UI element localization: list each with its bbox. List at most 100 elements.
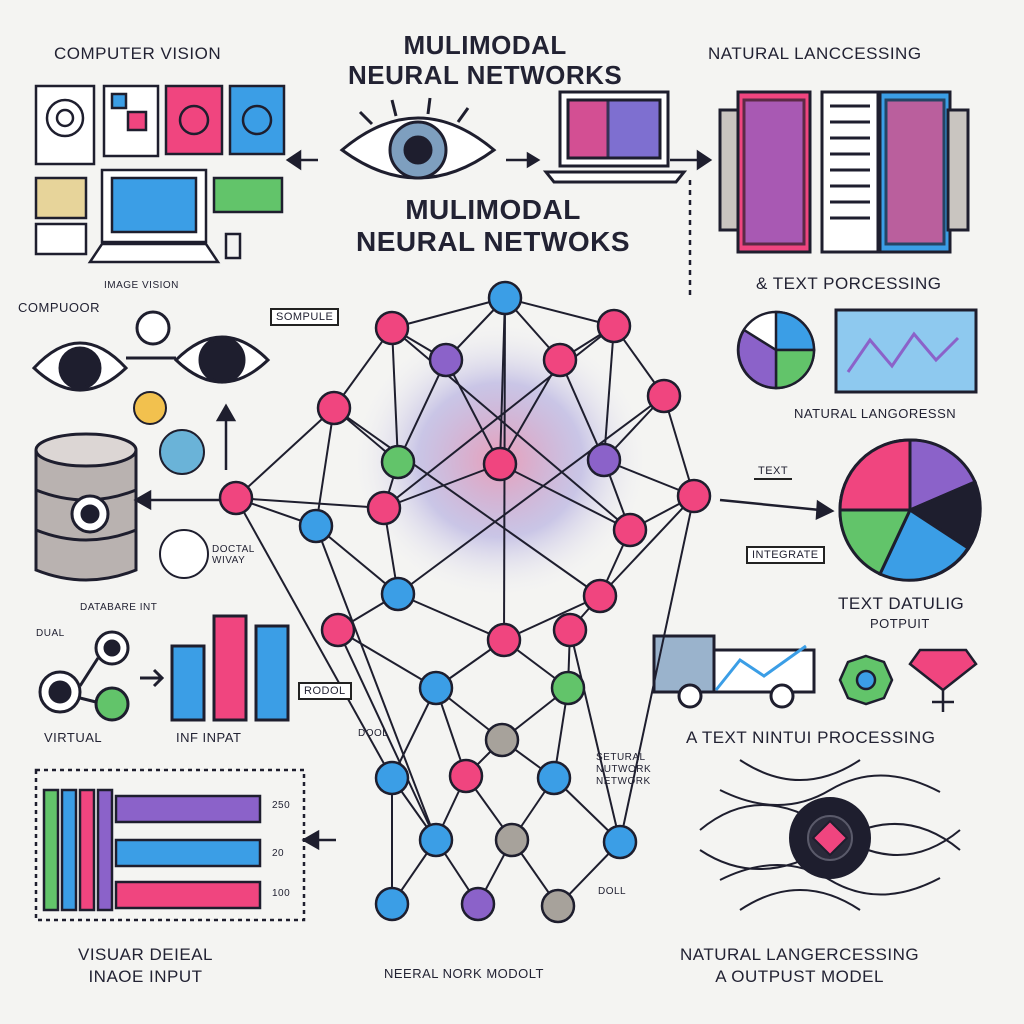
network-edge bbox=[499, 463, 631, 531]
network-node bbox=[602, 824, 638, 860]
puzzle-icon bbox=[159, 529, 209, 579]
network-node bbox=[428, 342, 464, 378]
document-stack bbox=[718, 90, 970, 254]
network-nodes bbox=[218, 280, 712, 924]
dual-input-icon bbox=[38, 630, 130, 722]
network-node bbox=[366, 490, 402, 526]
label-computor: COMPUOOR bbox=[18, 300, 100, 315]
network-edge bbox=[397, 593, 505, 641]
label-doctal-wivay: DOCTAL WIVAY bbox=[212, 544, 255, 566]
vision-eyes bbox=[31, 310, 271, 392]
network-node bbox=[542, 342, 578, 378]
network-node bbox=[676, 478, 712, 514]
network-edge bbox=[315, 407, 335, 527]
network-node bbox=[550, 670, 586, 706]
tag-rodol: RODOL bbox=[298, 682, 352, 700]
network-edge bbox=[235, 407, 335, 499]
network-node bbox=[418, 670, 454, 706]
network-edge bbox=[235, 497, 385, 509]
main-title-top: MULIMODAL NEURAL NETWORKS bbox=[348, 30, 623, 90]
tag-sompule: SOMPULE bbox=[270, 308, 340, 326]
value-20: 20 bbox=[272, 848, 285, 859]
network-node bbox=[448, 758, 484, 794]
network-node bbox=[218, 480, 254, 516]
network-node bbox=[582, 578, 618, 614]
network-node bbox=[536, 760, 572, 796]
network-node bbox=[380, 576, 416, 612]
label-setural-network: SETURAL NUTWORK NETWORK bbox=[596, 752, 652, 787]
label-potput: POTPUIT bbox=[870, 616, 930, 631]
network-edge bbox=[503, 595, 601, 641]
network-edge bbox=[445, 359, 501, 465]
network-node bbox=[487, 280, 523, 316]
network-edge bbox=[383, 463, 501, 509]
truck-icon bbox=[652, 634, 816, 709]
network-node bbox=[374, 886, 410, 922]
network-node bbox=[540, 888, 576, 924]
label-text-datalig: TEXT DATULIG bbox=[838, 594, 965, 613]
network-edge bbox=[337, 629, 437, 689]
network-edge bbox=[337, 629, 437, 841]
network-edge bbox=[315, 525, 437, 841]
network-edge bbox=[599, 495, 695, 597]
network-edge bbox=[397, 395, 665, 595]
network-edge bbox=[619, 495, 695, 843]
label-dool: DOOL bbox=[358, 728, 389, 739]
network-node bbox=[298, 508, 334, 544]
network-node bbox=[596, 308, 632, 344]
connector-arrows bbox=[133, 149, 835, 851]
network-node bbox=[374, 310, 410, 346]
label-database-input: DATABARE INT bbox=[80, 602, 158, 613]
large-pie-chart bbox=[838, 438, 982, 582]
label-text-processing: & TEXT PORCESSING bbox=[756, 274, 942, 293]
network-edge bbox=[569, 629, 621, 843]
gear-icon bbox=[838, 654, 894, 706]
network-node bbox=[482, 446, 518, 482]
label-neural-model: NEERAL NORK MODOLT bbox=[384, 966, 544, 981]
network-edge bbox=[235, 497, 393, 779]
network-node bbox=[316, 390, 352, 426]
gem-icon bbox=[908, 648, 978, 712]
network-edge bbox=[559, 359, 605, 461]
network-edge bbox=[663, 395, 695, 497]
network-node bbox=[320, 612, 356, 648]
eye-icon bbox=[339, 97, 497, 180]
network-node bbox=[586, 442, 622, 478]
label-text-nintui: A TEXT NINTUI PROCESSING bbox=[686, 728, 936, 747]
network-node bbox=[374, 760, 410, 796]
target-icon bbox=[133, 391, 167, 425]
label-visual-image-input: VISUAR DEIEAL INAOE INPUT bbox=[78, 945, 213, 986]
main-title-center: MULIMODAL NEURAL NETWOKS bbox=[356, 194, 631, 257]
network-node bbox=[486, 622, 522, 658]
computer-vision-panel bbox=[34, 84, 286, 264]
label-dual: DUAL bbox=[36, 628, 65, 639]
label-inf-input: INF INPAT bbox=[176, 730, 242, 745]
network-edge bbox=[504, 297, 615, 327]
value-100: 100 bbox=[272, 888, 291, 899]
label-computer-vision: COMPUTER VISION bbox=[54, 44, 222, 63]
value-250: 250 bbox=[272, 800, 291, 811]
network-node bbox=[612, 512, 648, 548]
tag-text: TEXT bbox=[754, 464, 793, 480]
network-edge bbox=[603, 325, 615, 461]
network-node bbox=[494, 822, 530, 858]
chart-panel bbox=[834, 308, 978, 394]
network-node bbox=[418, 822, 454, 858]
network-node bbox=[552, 612, 588, 648]
laptop-icon bbox=[542, 90, 688, 184]
label-doll: DOLL bbox=[598, 886, 627, 897]
network-node bbox=[484, 722, 520, 758]
label-natural-output: NATURAL LANGERCESSING A OUTPUST MODEL bbox=[680, 945, 920, 986]
label-natural-language-top: NATURAL LANCCESSING bbox=[708, 44, 922, 63]
network-edge bbox=[315, 525, 399, 595]
settings-icon bbox=[159, 429, 205, 475]
visual-input-bars bbox=[34, 768, 306, 922]
tag-integrate: INTEGRATE bbox=[746, 546, 825, 564]
label-image-vision: IMAGE VISION bbox=[104, 280, 179, 291]
network-node bbox=[460, 886, 496, 922]
label-natural-langoressn: NATURAL LANGORESSN bbox=[794, 406, 957, 421]
network-node bbox=[380, 444, 416, 480]
network-edge bbox=[391, 297, 506, 329]
bar-chart-icon bbox=[170, 614, 290, 722]
